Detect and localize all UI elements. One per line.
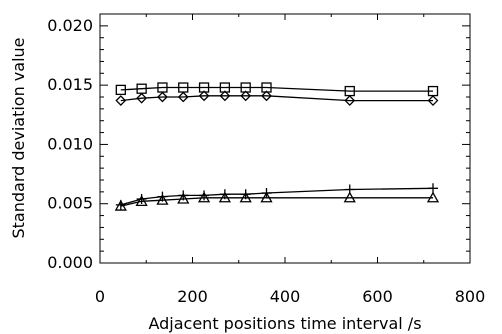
data-point [219, 90, 231, 102]
y-tick-label: 0.020 [47, 16, 93, 35]
y-tick-label: 0.010 [47, 134, 93, 153]
x-tick-label: 600 [362, 287, 393, 306]
x-tick-label: 200 [177, 287, 208, 306]
y-tick-label: 0.000 [47, 253, 93, 272]
x-tick-label: 400 [270, 287, 301, 306]
x-axis-title: Adjacent positions time interval /s [148, 314, 421, 333]
data-point [426, 191, 440, 203]
data-point [239, 191, 252, 203]
data-point [198, 90, 210, 102]
data-point [177, 192, 190, 204]
data-point [343, 191, 356, 203]
data-point [427, 95, 439, 106]
series-line [120, 95, 433, 102]
series-plus [115, 183, 438, 210]
axis-ticks [99, 14, 471, 264]
data-point [197, 191, 211, 203]
data-point [136, 92, 148, 104]
data-point [156, 193, 169, 205]
y-tick-label: 0.015 [47, 75, 93, 94]
data-series [114, 82, 440, 211]
series-triangle [114, 191, 440, 211]
data-point [240, 90, 252, 102]
plot-frame [99, 13, 471, 264]
series-line [120, 197, 433, 207]
x-tick-label: 0 [95, 287, 105, 306]
x-tick-label: 800 [455, 287, 486, 306]
series-diamond [115, 90, 439, 106]
data-point [157, 91, 168, 103]
y-axis-title: Standard deviation value [9, 37, 28, 238]
series-line [120, 86, 433, 92]
data-point [260, 191, 273, 203]
data-point [115, 95, 127, 106]
data-point [344, 95, 356, 106]
axis-tick-labels: 0 200 400 600 800 0.000 0.005 0.010 0.015 0.020 [47, 16, 485, 306]
series-line [120, 187, 434, 206]
data-point [115, 84, 126, 96]
data-point [177, 91, 189, 103]
data-point [135, 195, 148, 206]
data-point [218, 191, 231, 203]
data-point [261, 90, 272, 102]
data-point [114, 199, 127, 211]
y-tick-label: 0.005 [47, 194, 93, 213]
